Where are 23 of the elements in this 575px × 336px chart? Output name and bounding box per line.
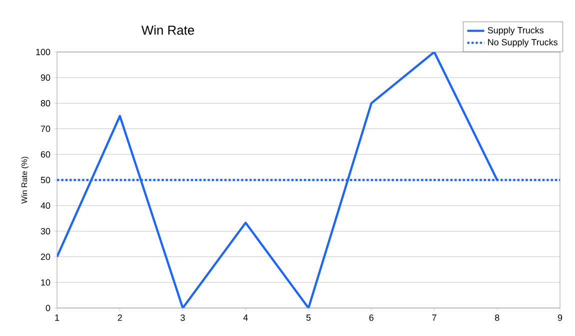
x-tick-label: 3	[180, 314, 185, 321]
y-tick-label: 10	[41, 279, 50, 286]
y-tick-label: 60	[40, 151, 50, 158]
y-tick-label: 50	[40, 176, 50, 184]
y-tick-label: 30	[40, 228, 50, 234]
x-tick-label: 7	[432, 314, 436, 321]
y-tick-label: 90	[40, 74, 50, 81]
y-tick-label: 20	[40, 254, 50, 260]
y-tick-label: 100	[36, 48, 50, 56]
x-tick-label: 2	[118, 314, 122, 321]
y-tick-label: 0	[46, 304, 50, 312]
x-tick-label: 6	[369, 314, 374, 321]
x-tick-label: 4	[243, 314, 248, 321]
x-tick-label: 5	[306, 314, 311, 321]
y-tick-label: 80	[40, 100, 50, 106]
chart-title: Win Rate	[141, 25, 194, 35]
y-tick-label: 70	[40, 126, 50, 132]
legend-label: Supply Trucks	[488, 26, 544, 36]
x-tick-label: 9	[558, 314, 562, 321]
legend-label: No Supply Trucks	[488, 38, 558, 48]
x-tick-label: 8	[495, 314, 500, 321]
x-tick-label: 1	[55, 314, 60, 321]
y-tick-label: 40	[40, 202, 50, 209]
